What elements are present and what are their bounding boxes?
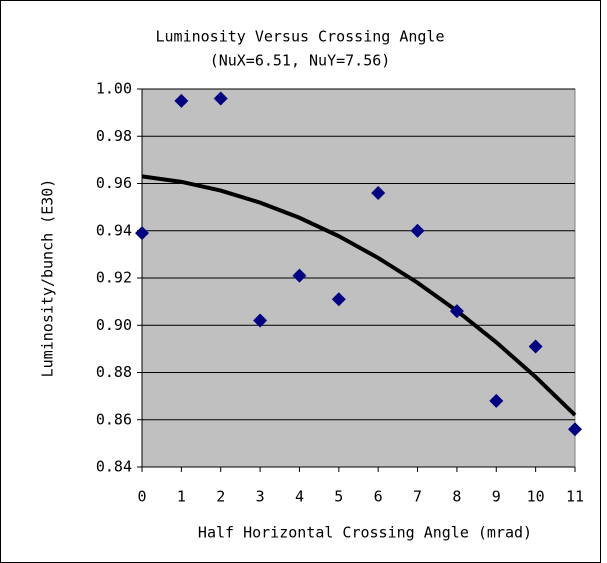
x-tick-label: 11: [566, 488, 584, 506]
point: [331, 292, 346, 307]
x-tick-label: 9: [492, 488, 501, 506]
point: [371, 185, 386, 200]
x-tick-label: 2: [216, 488, 225, 506]
point: [174, 93, 189, 108]
x-tick-label: 4: [295, 488, 304, 506]
x-tick-label: 6: [374, 488, 383, 506]
y-tick-label: 0.98: [96, 127, 132, 145]
x-tick-label: 8: [452, 488, 461, 506]
y-tick-label: 0.94: [96, 221, 132, 239]
point: [568, 422, 582, 437]
y-tick-label: 0.88: [96, 363, 132, 381]
y-tick-label: 0.90: [96, 316, 132, 334]
point: [292, 268, 307, 283]
x-axis-label: Half Horizontal Crossing Angle (mrad): [198, 524, 532, 542]
point: [213, 91, 228, 106]
x-tick-label: 1: [177, 488, 186, 506]
x-tick-label: 0: [137, 488, 146, 506]
y-tick-label: 0.96: [96, 174, 132, 192]
point: [410, 223, 425, 238]
chart-title: Luminosity Versus Crossing Angle: [156, 28, 445, 46]
x-tick-label: 7: [413, 488, 422, 506]
trend-line: [141, 174, 577, 417]
y-tick-label: 0.84: [96, 458, 132, 476]
point: [489, 393, 504, 408]
y-tick-label: 1.00: [96, 80, 132, 98]
point: [135, 226, 149, 241]
x-tick-label: 3: [256, 488, 265, 506]
point: [528, 339, 543, 354]
point: [449, 304, 464, 319]
x-tick-label: 5: [334, 488, 343, 506]
chart-subtitle: (NuX=6.51, NuY=7.56): [210, 52, 391, 70]
point: [253, 313, 268, 328]
y-tick-label: 0.92: [96, 269, 132, 287]
y-tick-label: 0.86: [96, 410, 132, 428]
x-tick-label: 10: [527, 488, 545, 506]
y-axis-label: Luminosity/bunch (E30): [39, 179, 57, 378]
